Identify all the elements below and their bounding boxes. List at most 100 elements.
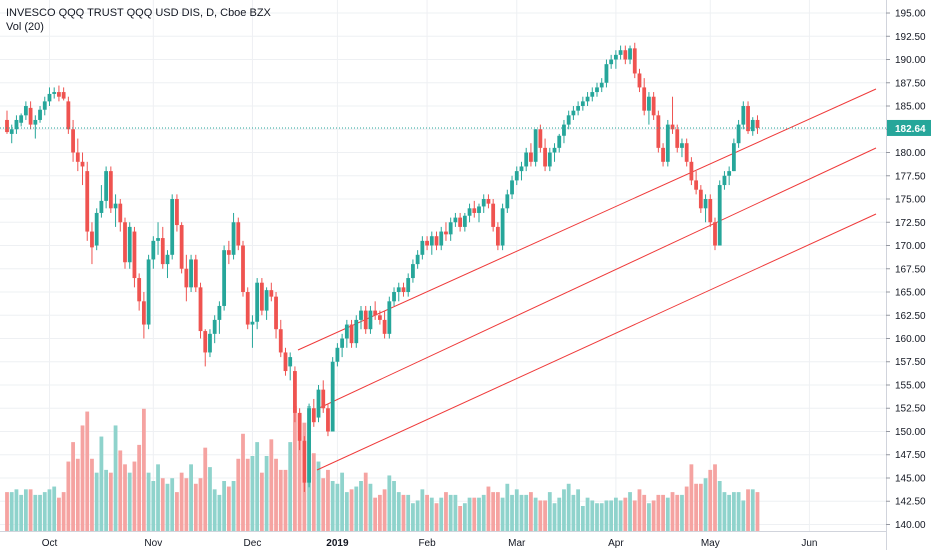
volume-bar [510,494,514,531]
chart-legend: INVESCO QQQ TRUST QQQ USD DIS, D, Cboe B… [6,6,271,34]
candle [538,124,543,153]
candle-body [231,222,236,255]
volume-bar [500,497,505,531]
volume-bar [212,489,217,531]
volume-bar [406,494,411,531]
candle [543,138,547,172]
candle [524,147,529,172]
candle-body [590,92,595,97]
candle-body [38,109,42,120]
candle [713,217,717,251]
candle-body [316,389,321,418]
candle-body [755,119,760,128]
candle-body [623,50,628,60]
candle [595,82,599,97]
volume-bar [434,503,439,531]
candle-body [731,143,736,172]
candle [28,101,33,130]
candle [363,305,368,334]
candle [335,343,340,367]
volume-bar [42,492,47,531]
volume-bar [675,494,680,531]
candle-body [628,48,632,60]
candle [547,147,552,172]
candle [14,115,19,134]
candle [293,366,297,423]
candle-body [344,324,349,339]
channel-line [297,88,877,351]
candle [340,333,345,358]
x-tick-label: 2019 [326,538,349,549]
candle [755,115,760,134]
candle [585,92,590,107]
candle-body [425,240,429,246]
candle-body [269,290,274,297]
volume-bar [160,478,165,531]
candle [85,161,90,241]
candle [160,226,165,269]
y-tick-label: 142.50 [895,497,926,508]
candle [434,231,439,251]
y-axis: 195.00192.50190.00187.50185.00182.50180.… [886,9,926,531]
volume-bar [71,442,75,531]
candle-body [651,96,656,116]
candle-body [335,347,340,362]
candle [746,101,750,134]
volume-bar [203,447,208,531]
candle [576,101,581,116]
candle [396,282,401,302]
candle [189,254,193,293]
candle-body [359,310,363,320]
volume-bar [226,486,231,531]
candle-body [396,287,401,293]
candle-body [439,231,444,246]
candle-body [618,50,623,55]
candle [118,199,123,232]
candle-body [746,106,750,132]
volume-bar [293,406,297,531]
candle-body [203,331,208,353]
candle [387,296,392,339]
candle-body [90,231,94,248]
candle-body [278,329,283,353]
candle-body [47,93,52,102]
volume-bar [269,439,274,531]
candle [609,54,614,69]
candle [491,199,496,232]
candle-body [33,119,38,125]
volume-bar [458,506,463,531]
candle [307,403,311,488]
volume-bar [444,492,448,531]
candle [311,398,316,427]
volume-bar [491,492,496,531]
candle [151,236,156,269]
candle-body [585,96,590,102]
candle-body [486,199,491,204]
candle-body [566,115,571,125]
volume-bar [297,414,302,531]
candle-body [123,222,127,263]
candle-body [604,64,609,83]
candle-body [533,129,538,162]
volume-bar [590,500,595,531]
volume-bar [377,494,382,531]
candle-body [543,147,547,167]
volume-bar [462,503,467,531]
candle [647,92,651,125]
volume-bar [373,497,378,531]
candle [80,152,85,186]
volume-bar [9,492,14,531]
volume-bar [392,481,396,531]
volume-bar [656,494,661,531]
volume-bar [713,464,717,531]
volume-bar [156,464,160,531]
volume-bar [165,483,170,531]
volume-bar [255,442,260,531]
candle-body [392,292,396,302]
candle-body [736,124,741,144]
volume-bar [344,492,349,531]
candle-body [609,59,614,65]
candle [19,113,24,127]
candle-body [694,180,699,190]
